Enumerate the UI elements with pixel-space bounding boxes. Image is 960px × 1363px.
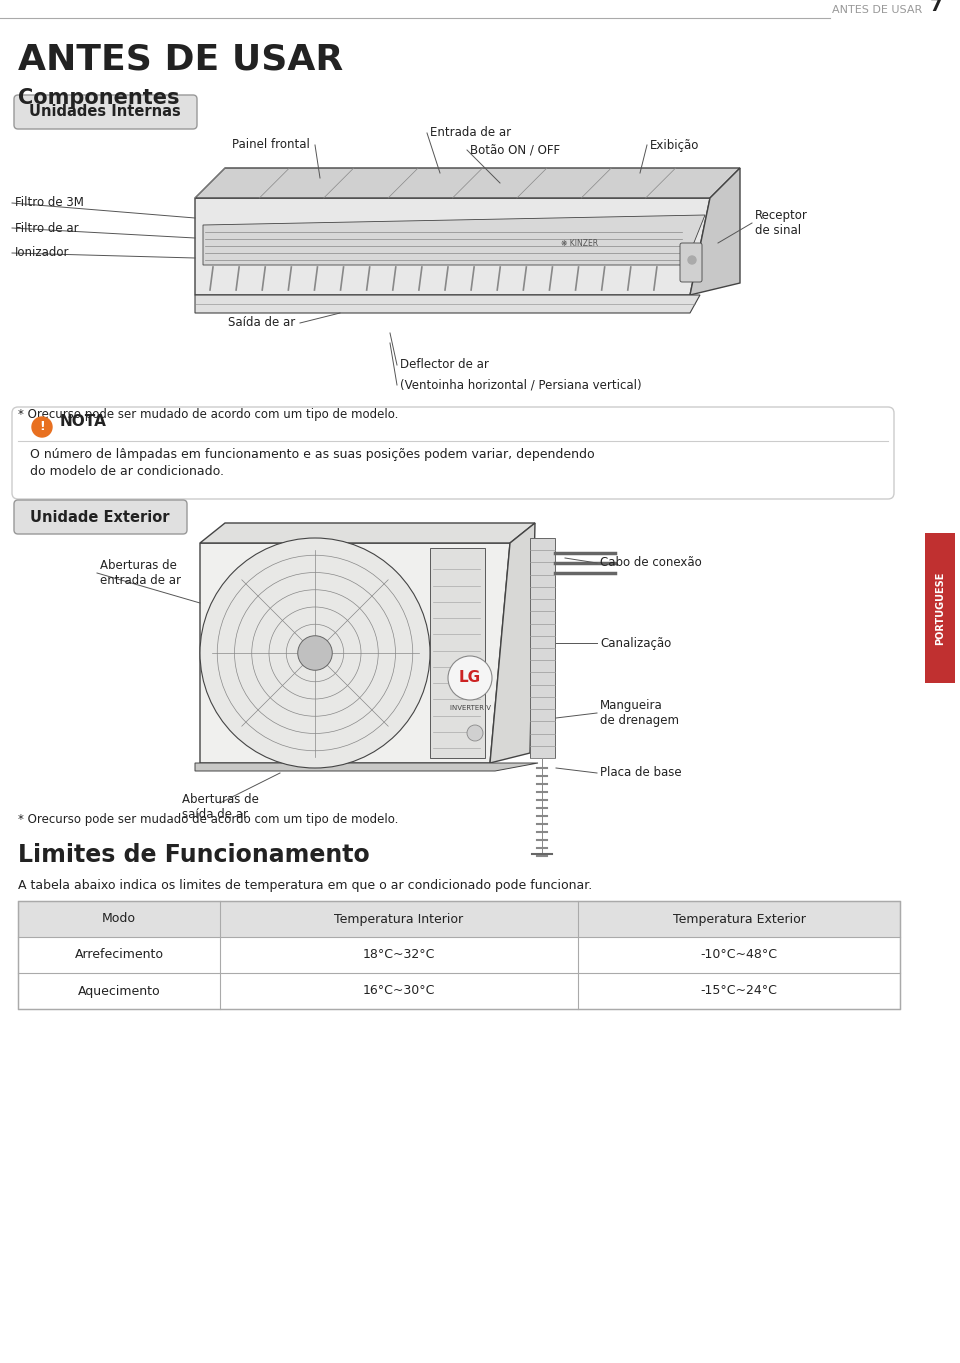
FancyBboxPatch shape (12, 408, 894, 499)
Text: Unidade Exterior: Unidade Exterior (31, 510, 170, 525)
Text: -10°C~48°C: -10°C~48°C (701, 949, 778, 961)
Polygon shape (203, 215, 705, 264)
Text: PORTUGUESE: PORTUGUESE (935, 571, 945, 645)
Text: Botão ON / OFF: Botão ON / OFF (470, 143, 560, 157)
Text: Cabo de conexão: Cabo de conexão (600, 556, 702, 570)
Text: do modelo de ar condicionado.: do modelo de ar condicionado. (30, 465, 224, 478)
Text: Arrefecimento: Arrefecimento (75, 949, 163, 961)
Text: Entrada de ar: Entrada de ar (430, 127, 511, 139)
Bar (18, 936, 900, 973)
Bar (18, 901, 900, 936)
Circle shape (467, 725, 483, 741)
Text: -15°C~24°C: -15°C~24°C (701, 984, 778, 998)
Text: Componentes: Componentes (18, 89, 180, 108)
Bar (430, 548, 485, 758)
Polygon shape (195, 763, 538, 771)
Text: Exibição: Exibição (650, 139, 700, 151)
Text: Aberturas de
entrada de ar: Aberturas de entrada de ar (100, 559, 181, 587)
Polygon shape (195, 198, 710, 294)
Circle shape (200, 538, 430, 767)
Text: Limites de Funcionamento: Limites de Funcionamento (18, 842, 370, 867)
Bar (18, 901, 900, 1009)
Text: Temperatura Interior: Temperatura Interior (334, 912, 464, 925)
Text: ANTES DE USAR: ANTES DE USAR (832, 5, 923, 15)
Bar (925, 533, 955, 683)
Text: A tabela abaixo indica os limites de temperatura em que o ar condicionado pode f: A tabela abaixo indica os limites de tem… (18, 879, 592, 891)
Text: LG: LG (459, 671, 481, 686)
Text: 16°C~30°C: 16°C~30°C (363, 984, 435, 998)
Text: Painel frontal: Painel frontal (232, 139, 310, 151)
Text: (Ventoinha horizontal / Persiana vertical): (Ventoinha horizontal / Persiana vertica… (400, 379, 641, 391)
Polygon shape (195, 168, 740, 198)
Text: Placa de base: Placa de base (600, 766, 682, 780)
Polygon shape (690, 168, 740, 294)
Text: O número de lâmpadas em funcionamento e as suas posições podem variar, dependend: O número de lâmpadas em funcionamento e … (30, 448, 594, 461)
Text: Canalização: Canalização (600, 637, 671, 650)
Text: Mangueira
de drenagem: Mangueira de drenagem (600, 699, 679, 726)
Circle shape (448, 656, 492, 701)
Text: Receptor
de sinal: Receptor de sinal (755, 209, 808, 237)
Text: Filtro de ar: Filtro de ar (15, 222, 79, 234)
Bar (18, 973, 900, 1009)
FancyBboxPatch shape (14, 95, 197, 129)
Text: Unidades Internas: Unidades Internas (29, 105, 180, 120)
Text: Saída de ar: Saída de ar (228, 316, 295, 330)
Circle shape (688, 256, 696, 264)
Text: Filtro de 3M: Filtro de 3M (15, 196, 84, 210)
FancyBboxPatch shape (680, 243, 702, 282)
Text: * Orecurso pode ser mudado de acordo com um tipo de modelo.: * Orecurso pode ser mudado de acordo com… (18, 812, 398, 826)
Bar (530, 538, 555, 758)
Text: Aberturas de
saída de ar: Aberturas de saída de ar (181, 793, 258, 821)
Circle shape (32, 417, 52, 438)
Text: Temperatura Exterior: Temperatura Exterior (673, 912, 805, 925)
Text: ANTES DE USAR: ANTES DE USAR (18, 44, 344, 76)
Polygon shape (490, 523, 535, 763)
Polygon shape (200, 523, 535, 542)
Polygon shape (200, 542, 510, 763)
Text: INVERTER V: INVERTER V (449, 705, 491, 711)
Text: Deflector de ar: Deflector de ar (400, 358, 489, 372)
Text: Aquecimento: Aquecimento (78, 984, 160, 998)
Text: 18°C~32°C: 18°C~32°C (363, 949, 435, 961)
Text: NOTA: NOTA (60, 413, 107, 428)
Text: * Orecurso pode ser mudado de acordo com um tipo de modelo.: * Orecurso pode ser mudado de acordo com… (18, 408, 398, 421)
Text: Ionizador: Ionizador (15, 247, 69, 259)
Circle shape (298, 635, 332, 671)
FancyBboxPatch shape (14, 500, 187, 534)
Text: !: ! (39, 421, 45, 433)
Text: Modo: Modo (102, 912, 136, 925)
Polygon shape (195, 294, 700, 313)
Text: 7: 7 (930, 0, 943, 15)
Text: ❋ KINZER: ❋ KINZER (562, 239, 599, 248)
